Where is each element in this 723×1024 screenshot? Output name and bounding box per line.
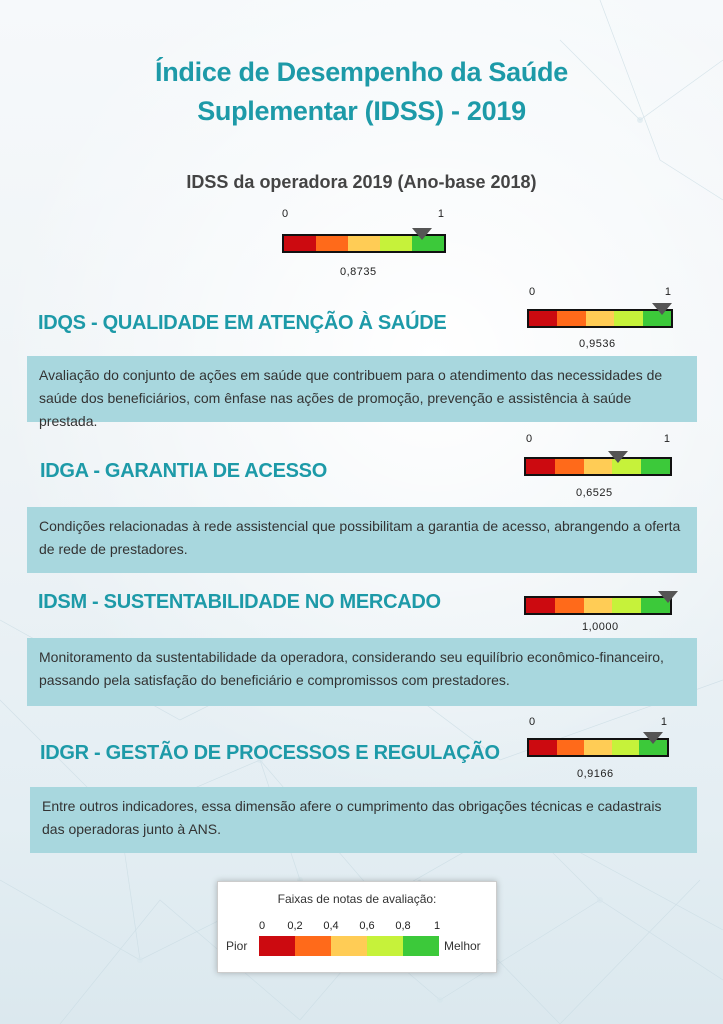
band-red bbox=[284, 236, 316, 251]
rating-bands-legend: Faixas de notas de avaliação: 0 0,2 0,4 … bbox=[217, 881, 497, 973]
idga-title: IDGA - GARANTIA DE ACESSO bbox=[40, 460, 327, 482]
band-yellow bbox=[331, 936, 367, 956]
idgr-gauge: 0 1 0,9166 bbox=[527, 716, 669, 788]
legend-tick: 1 bbox=[433, 920, 441, 932]
gauge-color-bar bbox=[527, 309, 673, 328]
band-yellow bbox=[583, 459, 613, 474]
idga-gauge: 0 1 0,6525 bbox=[524, 433, 672, 505]
idga-value: 0,6525 bbox=[576, 487, 613, 499]
scale-min-label: 0 bbox=[282, 208, 289, 220]
scale-max-label: 1 bbox=[663, 433, 670, 445]
band-green bbox=[641, 459, 670, 474]
idgr-description: Entre outros indicadores, essa dimensão … bbox=[30, 787, 697, 853]
overall-gauge: 0 1 0,8735 bbox=[282, 208, 446, 280]
scale-min-label: 0 bbox=[529, 716, 536, 728]
overall-value: 0,8735 bbox=[340, 266, 377, 278]
legend-tick: 0 bbox=[258, 920, 266, 932]
legend-tick: 0,4 bbox=[323, 920, 339, 932]
band-orange bbox=[295, 936, 331, 956]
scale-min-label: 0 bbox=[526, 433, 533, 445]
band-lime bbox=[380, 236, 412, 251]
band-orange bbox=[557, 311, 586, 326]
scale-max-label: 1 bbox=[660, 716, 667, 728]
band-red bbox=[526, 459, 555, 474]
band-orange bbox=[316, 236, 348, 251]
idsm-value: 1,0000 bbox=[582, 621, 619, 633]
band-red bbox=[529, 311, 558, 326]
legend-tick: 0,6 bbox=[359, 920, 375, 932]
idgr-title: IDGR - GESTÃO DE PROCESSOS E REGULAÇÃO bbox=[40, 742, 500, 764]
gauge-pointer bbox=[652, 303, 673, 315]
band-lime bbox=[367, 936, 403, 956]
band-green bbox=[403, 936, 439, 956]
legend-color-bar bbox=[259, 936, 439, 956]
scale-max-label: 1 bbox=[664, 286, 671, 298]
band-lime bbox=[614, 311, 643, 326]
band-yellow bbox=[348, 236, 380, 251]
band-red bbox=[529, 740, 557, 755]
idqs-title: IDQS - QUALIDADE EM ATENÇÃO À SAÚDE bbox=[38, 312, 447, 334]
legend-best-label: Melhor bbox=[444, 939, 481, 953]
gauge-pointer bbox=[658, 591, 678, 603]
band-lime bbox=[611, 740, 640, 755]
band-lime bbox=[612, 598, 642, 613]
page-title-line-2: Suplementar (IDSS) - 2019 bbox=[197, 96, 526, 126]
idqs-value: 0,9536 bbox=[579, 338, 616, 350]
gauge-color-bar bbox=[524, 596, 672, 615]
band-red bbox=[259, 936, 295, 956]
idga-description: Condições relacionadas à rede assistenci… bbox=[27, 507, 697, 573]
gauge-pointer bbox=[607, 451, 628, 463]
overall-subtitle: IDSS da operadora 2019 (Ano-base 2018) bbox=[186, 172, 537, 192]
scale-max-label: 1 bbox=[437, 208, 444, 220]
legend-tick: 0,2 bbox=[287, 920, 303, 932]
band-orange bbox=[556, 740, 585, 755]
idqs-gauge: 0 1 0,9536 bbox=[527, 286, 673, 358]
idqs-description: Avaliação do conjunto de ações em saúde … bbox=[27, 356, 697, 429]
gauge-pointer bbox=[411, 228, 432, 240]
legend-worst-label: Pior bbox=[226, 939, 248, 953]
scale-min-label: 0 bbox=[529, 286, 536, 298]
idsm-gauge: 1,0000 bbox=[524, 590, 678, 638]
band-yellow bbox=[585, 311, 615, 326]
band-orange bbox=[554, 459, 584, 474]
idgr-value: 0,9166 bbox=[577, 768, 614, 780]
band-yellow bbox=[583, 598, 613, 613]
page-title-line-1: Índice de Desempenho da Saúde bbox=[155, 57, 568, 87]
idsm-title: IDSM - SUSTENTABILIDADE NO MERCADO bbox=[38, 591, 441, 613]
gauge-color-bar bbox=[524, 457, 672, 476]
band-yellow bbox=[584, 740, 612, 755]
idsm-description: Monitoramento da sustentabilidade da ope… bbox=[27, 638, 697, 706]
legend-title: Faixas de notas de avaliação: bbox=[277, 892, 437, 906]
band-orange bbox=[554, 598, 584, 613]
gauge-pointer bbox=[643, 732, 664, 744]
gauge-color-bar bbox=[282, 234, 446, 253]
legend-tick: 0,8 bbox=[395, 920, 411, 932]
band-red bbox=[526, 598, 555, 613]
